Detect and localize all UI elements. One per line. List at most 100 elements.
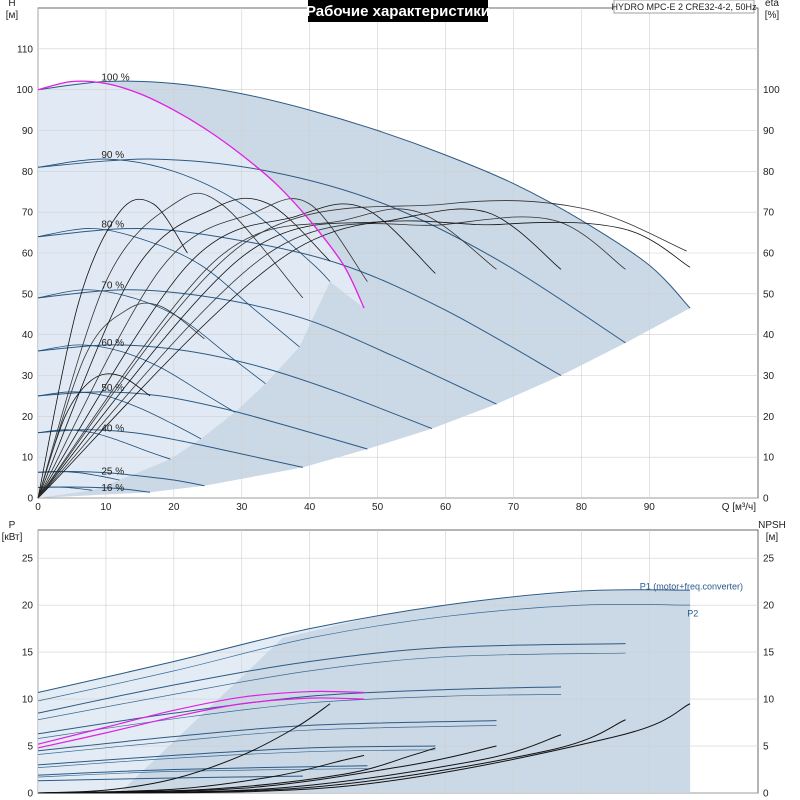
power-curve-p1 [37, 686, 562, 735]
speed-label: 16 % [101, 483, 124, 494]
bottom-ytick-left: 10 [22, 695, 34, 706]
top-ylabel-left-unit: [м] [6, 10, 19, 21]
top-xlabel: Q [м³/ч] [722, 502, 757, 513]
efficiency-curve [37, 208, 562, 499]
power-curve-p2 [37, 725, 497, 755]
efficiency-curve [37, 200, 687, 499]
efficiency-curve [37, 220, 691, 499]
head-curve-two-pumps-100 [37, 80, 691, 309]
top-ytick-left: 40 [22, 330, 34, 341]
power-curve-p1 [37, 765, 368, 776]
series-label: P1 (motor+freq.converter) [640, 581, 743, 591]
top-ytick-left: 10 [22, 453, 34, 464]
efficiency-curve [37, 208, 497, 499]
top-ytick-left: 100 [16, 85, 33, 96]
top-xtick: 80 [576, 502, 588, 513]
top-ytick-left: 60 [22, 249, 34, 260]
head-curve-two-pumps-50 [37, 391, 368, 450]
top-xtick: 20 [168, 502, 180, 513]
top-ytick-left: 70 [22, 208, 34, 219]
top-ytick-left: 30 [22, 371, 34, 382]
top-ytick-right: 40 [763, 330, 775, 341]
top-xtick: 10 [100, 502, 112, 513]
head-efficiency-panel: 100 % 90 % 80 % 70 % 60 % 50 % 40 % 25 % 16 % 0 10… [6, 0, 780, 513]
top-ytick-left: 90 [22, 126, 34, 137]
efficiency-curve [37, 302, 205, 499]
bottom-ytick-right: 20 [763, 601, 775, 612]
bottom-ytick-left: 0 [27, 789, 33, 800]
speed-label: 25 % [101, 466, 124, 477]
head-curve-one-pump-40 [37, 429, 171, 460]
bottom-ytick-right: 25 [763, 554, 775, 565]
top-ytick-right: 10 [763, 453, 775, 464]
top-ytick-left: 50 [22, 289, 34, 300]
speed-label: 70 % [101, 281, 124, 292]
bottom-ylabel-right: NPSH [758, 520, 786, 531]
speed-label: 80 % [101, 219, 124, 230]
bottom-ytick-right: 10 [763, 695, 775, 706]
head-curve-one-pump-80 [37, 228, 300, 348]
top-xtick: 70 [508, 502, 520, 513]
head-curve-two-pumps-80 [37, 227, 562, 376]
speed-label: 90 % [101, 150, 124, 161]
chart-subtitle-box [613, 0, 755, 14]
npsh-curve [37, 703, 691, 794]
head-curve-two-pumps-40 [37, 429, 304, 468]
top-ytick-right: 30 [763, 371, 775, 382]
power-curve-p1 [37, 643, 626, 714]
magenta-power-curve [37, 690, 365, 745]
top-ylabel-left: H [8, 0, 15, 9]
power-curve-p2 [37, 749, 436, 768]
top-xtick: 90 [644, 502, 656, 513]
efficiency-curve [37, 203, 436, 499]
efficiency-curve [37, 198, 188, 499]
top-xtick: 0 [35, 502, 41, 513]
bottom-ytick-left: 20 [22, 601, 34, 612]
bottom-ytick-left: 15 [22, 648, 34, 659]
top-ytick-right: 60 [763, 249, 775, 260]
top-xtick: 40 [304, 502, 316, 513]
top-ytick-left: 20 [22, 412, 34, 423]
chart-subtitle: HYDRO MPC-E 2 CRE32-4-2, 50Hz [611, 2, 757, 12]
power-npsh-panel: P1 (motor+freq.converter)P20510152025051… [2, 520, 786, 800]
series-label: P2 [687, 609, 698, 619]
chart-title-background [308, 0, 488, 22]
top-ytick-right: 20 [763, 412, 775, 423]
top-ylabel-right-unit: [%] [765, 10, 780, 21]
efficiency-curve [37, 192, 304, 499]
chart-overlay: Рабочие характеристики HYDRO MPC-E 2 CRE… [306, 0, 757, 22]
power-curve-p2 [37, 652, 626, 721]
head-curve-one-pump-50 [37, 391, 202, 440]
top-xtick: 30 [236, 502, 248, 513]
head-curve-two-pumps-70 [37, 289, 497, 405]
head-curve-one-pump-70 [37, 289, 266, 384]
top-ytick-right: 100 [763, 85, 780, 96]
magenta-power-curve [37, 697, 365, 749]
bottom-ylabel-left-unit: [кВт] [2, 532, 23, 543]
bottom-ylabel-left: P [9, 520, 16, 531]
magenta-head-curve [37, 80, 365, 309]
npsh-curve [37, 703, 331, 794]
chart-title: Рабочие характеристики [306, 3, 490, 20]
speed-label: 100 % [101, 72, 129, 83]
speed-label: 50 % [101, 383, 124, 394]
top-ytick-right: 0 [763, 494, 769, 505]
power-curve-p2 [37, 694, 562, 739]
head-curve-two-pumps-60 [37, 344, 433, 430]
head-curve-one-pump-90 [37, 158, 331, 282]
top-xtick: 60 [440, 502, 452, 513]
power-curve-p1 [37, 589, 691, 693]
speed-label: 60 % [101, 338, 124, 349]
top-ytick-right: 80 [763, 167, 775, 178]
bottom-ytick-left: 25 [22, 554, 34, 565]
bottom-ytick-right: 15 [763, 648, 775, 659]
top-xtick: 50 [372, 502, 384, 513]
head-curve-two-pumps-90 [37, 158, 626, 344]
top-ylabel-right: eta [765, 0, 779, 9]
bottom-ytick-right: 0 [763, 789, 769, 800]
top-ytick-right: 50 [763, 289, 775, 300]
efficiency-curve [37, 197, 331, 499]
top-ytick-left: 0 [27, 494, 33, 505]
power-curve-p1 [37, 745, 436, 766]
